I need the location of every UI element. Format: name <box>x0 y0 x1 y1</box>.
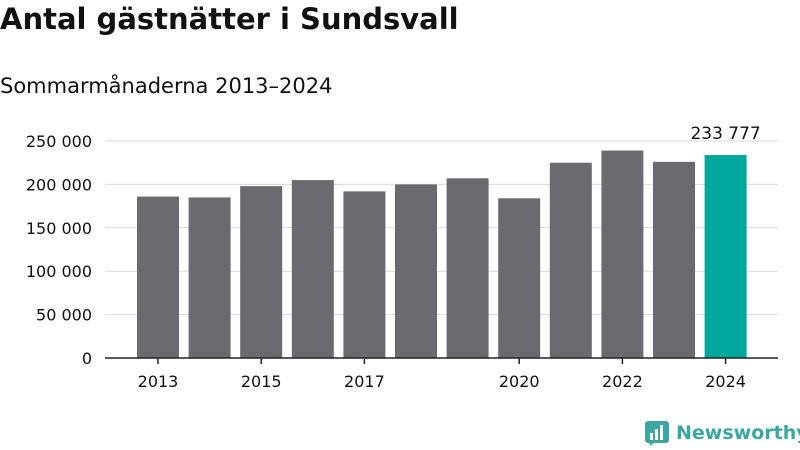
x-tick-label: 2013 <box>138 372 179 391</box>
x-tick-label: 2015 <box>241 372 282 391</box>
y-tick-label: 250 000 <box>26 132 92 151</box>
bar-2013 <box>137 196 179 358</box>
y-tick-label: 200 000 <box>26 175 92 194</box>
bar-2019 <box>446 178 489 358</box>
brand-name: Newsworthy <box>676 422 800 444</box>
bar-2018 <box>395 184 437 358</box>
chart-title: Antal gästnätter i Sundsvall <box>0 2 459 36</box>
newsworthy-logo-icon <box>645 421 669 446</box>
bar-2021 <box>549 162 592 358</box>
bar-2023 <box>653 161 695 358</box>
bar-2022 <box>601 150 644 358</box>
data-label: 233 777 <box>690 124 760 144</box>
bar-2016 <box>291 180 334 358</box>
x-tick-label: 2020 <box>499 372 540 391</box>
y-tick-label: 50 000 <box>36 306 92 325</box>
bar-2020 <box>498 198 541 358</box>
y-tick-label: 150 000 <box>26 219 92 238</box>
y-tick-label: 100 000 <box>26 262 92 281</box>
bar-2024 <box>704 155 747 358</box>
x-tick-label: 2024 <box>705 372 746 391</box>
x-tick-label: 2017 <box>344 372 385 391</box>
newsworthy-brand: Newsworthy <box>644 420 800 446</box>
chart-subtitle: Sommarmånaderna 2013–2024 <box>0 74 333 98</box>
bar-2014 <box>188 197 231 358</box>
y-tick-label: 0 <box>82 349 92 368</box>
x-tick-label: 2022 <box>602 372 643 391</box>
bar-2017 <box>343 191 386 358</box>
bar-2015 <box>240 186 283 358</box>
